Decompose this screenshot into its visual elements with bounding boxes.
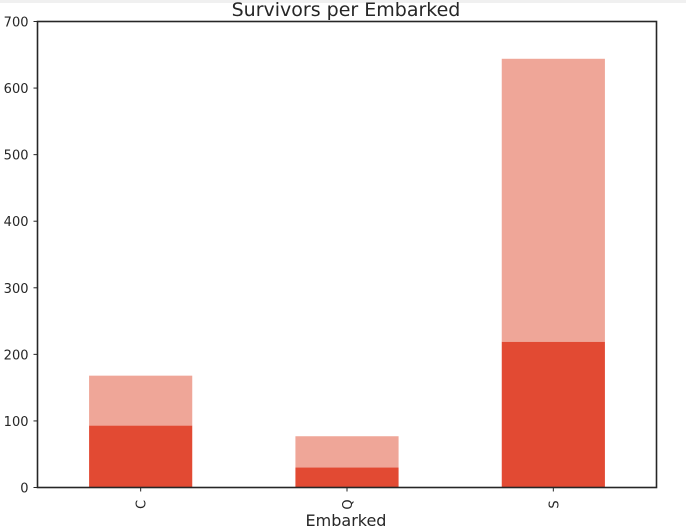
bar-Q-segment-2 — [295, 436, 399, 468]
y-tick-label-100: 100 — [4, 415, 29, 430]
y-tick-label-600: 600 — [4, 82, 29, 97]
bars-group — [89, 58, 605, 488]
x-tick-label-Q: Q — [341, 499, 356, 509]
y-tick-label-500: 500 — [4, 149, 29, 164]
bar-C-segment-1 — [89, 425, 193, 488]
plot-frame — [36, 20, 658, 489]
x-tick-label-C: C — [135, 500, 150, 509]
x-axis-title: Embarked — [306, 511, 387, 530]
bar-S-segment-2 — [501, 58, 605, 342]
y-tick-label-300: 300 — [4, 282, 29, 297]
y-axis-ticks: 0 100 200 300 400 500 600 700 — [4, 16, 38, 497]
window-top-strip — [0, 0, 686, 3]
bar-Q-segment-1 — [295, 467, 399, 488]
chart-title: Survivors per Embarked — [232, 0, 461, 21]
bar-C-segment-2 — [89, 375, 193, 426]
bar-S-segment-1 — [501, 341, 605, 488]
y-tick-label-200: 200 — [4, 348, 29, 363]
x-tick-label-S: S — [547, 500, 562, 508]
y-tick-label-0: 0 — [20, 482, 28, 497]
y-tick-label-400: 400 — [4, 215, 29, 230]
y-tick-label-700: 700 — [4, 16, 29, 31]
